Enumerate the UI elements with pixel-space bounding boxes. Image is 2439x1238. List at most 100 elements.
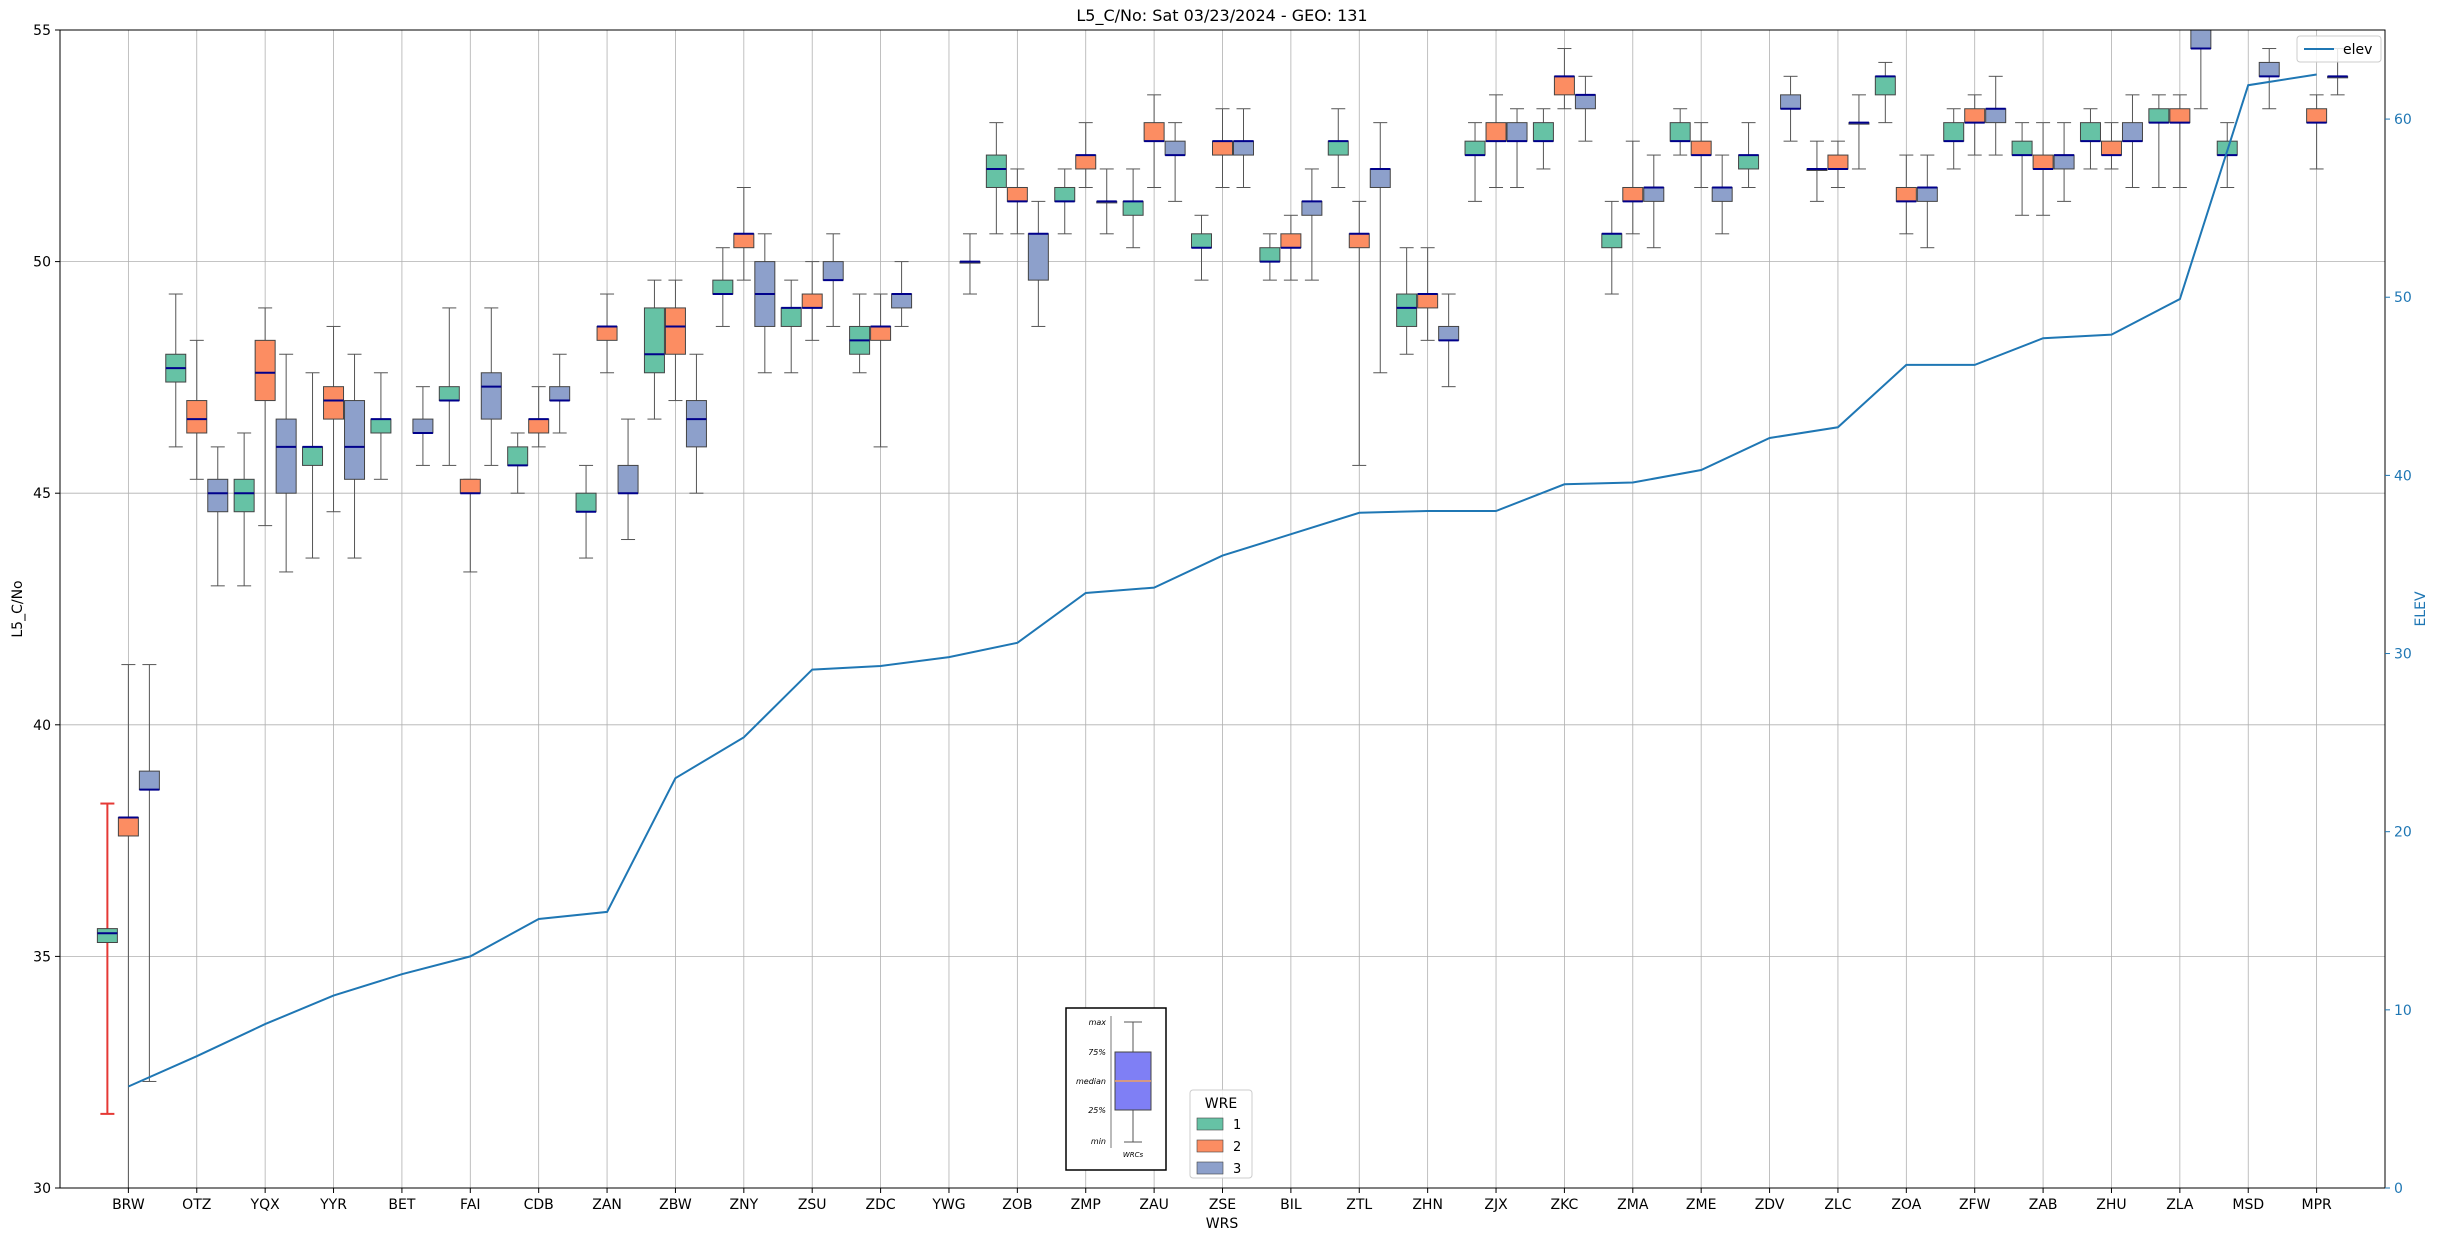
box-wre-3 [1369, 122, 1391, 374]
box-wre-2 [596, 293, 618, 374]
box-iqr [985, 154, 1007, 188]
box-iqr [1532, 122, 1554, 142]
box-iqr [1553, 75, 1575, 96]
box-wre-2 [254, 307, 276, 527]
x-tick-label: ZSU [798, 1197, 827, 1213]
y-tick-label: 45 [33, 486, 51, 502]
wre-legend-label: 2 [1233, 1140, 1241, 1155]
box-wre-3 [959, 233, 981, 295]
box-iqr [733, 233, 755, 249]
box-wre-1 [165, 293, 187, 448]
box-wre-1 [712, 247, 734, 327]
box-wre-2 [1417, 247, 1439, 341]
box-wre-3 [549, 353, 571, 434]
x-tick-label: ZLC [1824, 1197, 1851, 1213]
box-iqr [1259, 247, 1281, 263]
box-wre-2 [1690, 122, 1712, 188]
box-iqr [528, 418, 550, 434]
box-iqr [870, 325, 892, 341]
box-wre-1 [1738, 122, 1760, 188]
box-wre-2 [2306, 94, 2328, 170]
wre-legend-swatch [1196, 1117, 1224, 1131]
y-tick-label: 50 [33, 255, 51, 271]
box-wre-1 [1806, 140, 1828, 202]
key-caption: WRCs [1123, 1151, 1144, 1159]
box-iqr [2306, 108, 2328, 124]
x-tick-label: BIL [1280, 1197, 1302, 1213]
x-tick-label: ZAU [1139, 1197, 1168, 1213]
box-iqr [2148, 108, 2170, 124]
box-iqr [712, 279, 734, 295]
box-wre-2 [323, 325, 345, 513]
box-iqr [1006, 186, 1028, 202]
box-iqr [344, 400, 366, 480]
box-wre-3 [2121, 94, 2143, 188]
box-wre-2 [1485, 94, 1507, 188]
x-tick-label: BRW [112, 1197, 145, 1213]
box-wre-1 [1532, 108, 1554, 170]
box-iqr [2100, 140, 2122, 156]
box-wre-2 [117, 664, 139, 1188]
box-wre-2 [1212, 108, 1233, 188]
y2-tick-label: 30 [2394, 647, 2412, 663]
box-iqr [549, 386, 571, 402]
key-label-q1: 25% [1088, 1106, 1106, 1115]
box-iqr [1027, 233, 1049, 281]
x-tick-label: ZME [1686, 1197, 1717, 1213]
box-iqr [1506, 122, 1528, 142]
box-wre-3 [275, 353, 297, 573]
box-iqr [412, 418, 434, 434]
box-iqr [1075, 154, 1097, 170]
box-iqr [1690, 140, 1712, 156]
box-wre-1 [1669, 108, 1691, 156]
x-tick-label: ZSE [1209, 1197, 1236, 1213]
box-wre-1 [780, 279, 802, 374]
x-tick-label: ZKC [1551, 1197, 1579, 1213]
x-tick-label: ZMP [1071, 1197, 1101, 1213]
x-tick-label: ZDV [1755, 1197, 1785, 1213]
box-wre-3 [1916, 154, 1938, 249]
box-iqr [664, 307, 686, 355]
x-tick-label: ZHU [2096, 1197, 2126, 1213]
box-wre-2 [186, 339, 208, 480]
box-wre-2 [1553, 48, 1575, 110]
box-wre-3 [344, 353, 366, 559]
box-wre-2 [1348, 200, 1370, 466]
wre-legend-label: 1 [1233, 1118, 1241, 1133]
box-wre-3 [891, 261, 913, 327]
box-wre-2 [2100, 122, 2122, 170]
box-wre-3 [1711, 154, 1733, 235]
box-wre-1 [1874, 61, 1896, 124]
box-wre-2 [2169, 94, 2191, 188]
box-wre-3 [1027, 200, 1049, 327]
wre-legend-frame [1189, 1089, 1253, 1179]
box-iqr [207, 478, 229, 513]
x-tick-label: ZTL [1346, 1197, 1372, 1213]
y-tick-label: 55 [33, 23, 51, 39]
y2-axis-ticks: 0 10 20 30 40 50 60 [2385, 112, 2412, 1197]
box-wre-1 [2079, 108, 2101, 170]
box-wre-2 [2032, 122, 2054, 216]
box-series [96, 30, 2349, 1188]
box-iqr [1895, 186, 1917, 202]
box-wre-3 [2053, 122, 2075, 202]
box-wre-2 [1280, 214, 1302, 281]
x-tick-label: ZDC [866, 1197, 896, 1213]
box-iqr [1669, 122, 1691, 142]
box-iqr [1348, 233, 1370, 249]
box-iqr [459, 478, 481, 494]
x-tick-label: ZBW [659, 1197, 692, 1213]
box-iqr [1233, 140, 1254, 156]
box-wre-1 [849, 293, 871, 374]
key-label-median: median [1076, 1077, 1106, 1086]
box-iqr [596, 325, 618, 341]
box-wre-2 [664, 279, 686, 402]
box-wre-3 [1438, 293, 1460, 388]
box-iqr [1711, 186, 1733, 202]
box-wre-1 [438, 307, 460, 466]
x-tick-label: ZHN [1412, 1197, 1443, 1213]
box-wre-3 [1780, 75, 1802, 142]
box-iqr [2079, 122, 2101, 142]
y2-tick-label: 0 [2394, 1181, 2403, 1197]
box-wre-1 [1943, 108, 1965, 170]
